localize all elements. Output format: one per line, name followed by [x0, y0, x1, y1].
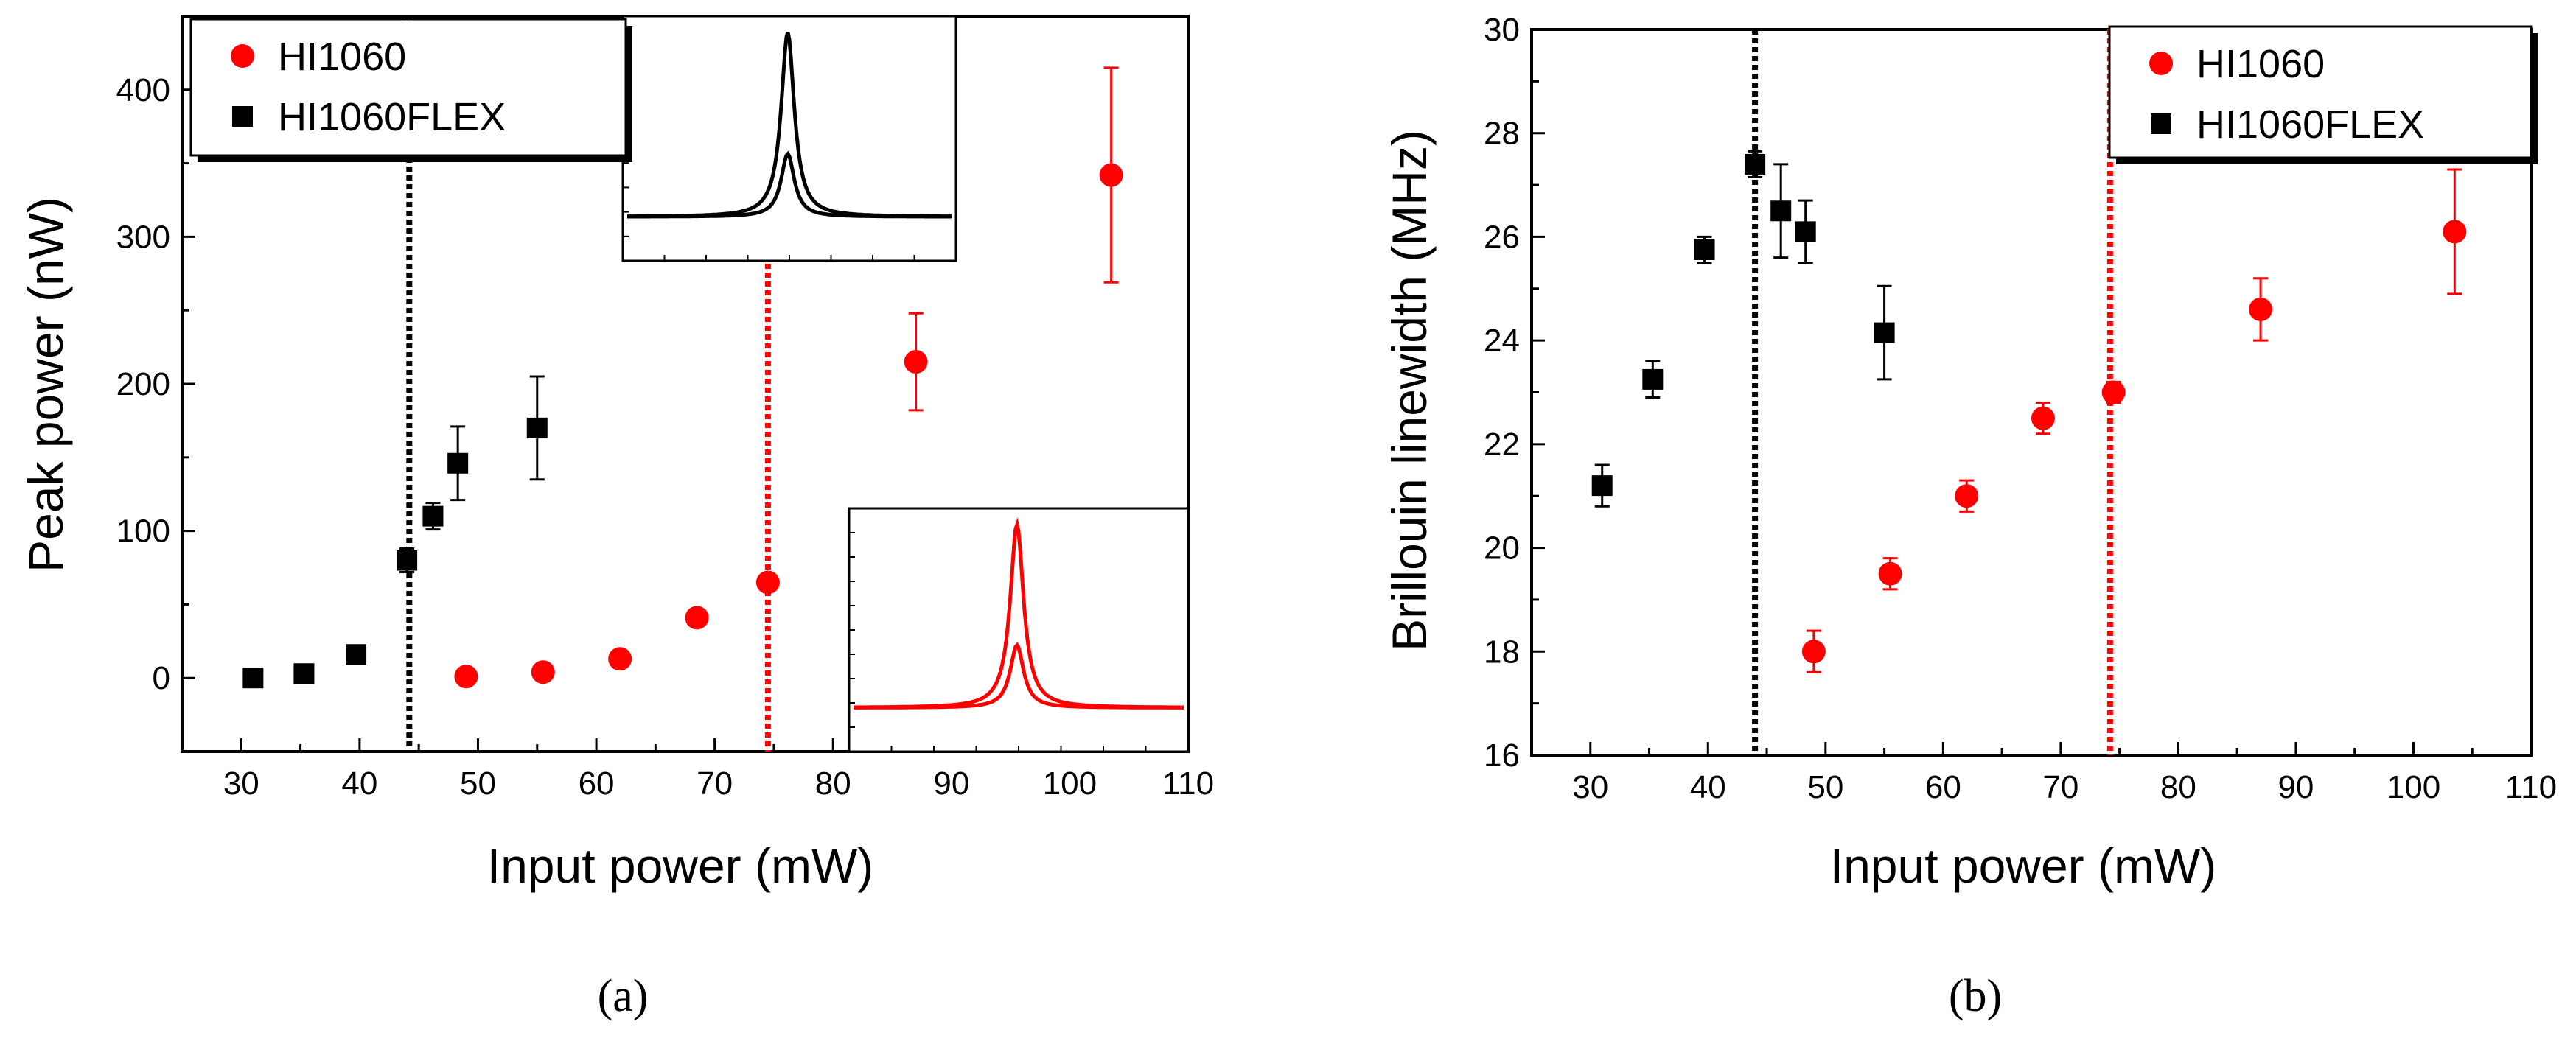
panel-a-y-axis-title: Peak power (nW): [18, 197, 73, 572]
panel-a-x-tick-label: 70: [697, 766, 733, 802]
panel-b-point-hi1060: [2031, 406, 2055, 430]
panel-b-point-hi1060: [1801, 640, 1826, 664]
inset-spectrum-trace: [627, 150, 952, 219]
panel-a-y-tick-label: 400: [116, 72, 170, 108]
panel-b-point-hi1060: [2101, 380, 2126, 404]
panel-a-legend-marker-circle: [231, 44, 254, 68]
panel-a-legend-marker-square: [232, 106, 253, 127]
panel-a-y-tick-label: 100: [116, 514, 170, 550]
panel-a-label: (a): [598, 971, 649, 1021]
panel-a-x-tick-label: 30: [223, 766, 259, 802]
panel-b-x-tick-label: 60: [1925, 769, 1961, 805]
panel-a-point-hi1060flex: [526, 417, 548, 438]
panel-b-y-axis-title: Brillouin linewidth (MHz): [1382, 130, 1437, 651]
panel-a-x-tick-label: 40: [341, 766, 377, 802]
panel-a-x-tick-label: 100: [1043, 766, 1097, 802]
inset-spectrum-trace: [854, 642, 1184, 710]
panel-a-point-hi1060flex: [346, 644, 367, 665]
panel-b-point-hi1060flex: [1770, 200, 1792, 222]
panel-b-x-tick-label: 50: [1807, 769, 1843, 805]
panel-b-point-hi1060flex: [1874, 322, 1895, 343]
panel-a-point-hi1060: [755, 570, 780, 595]
panel-b-point-hi1060: [2249, 297, 2273, 321]
panel-a-legend-label: HI1060: [278, 35, 406, 79]
panel-a-y-tick-label: 300: [116, 219, 170, 255]
panel-b-point-hi1060: [2443, 220, 2467, 244]
panel-a-y-tick-label: 0: [153, 660, 170, 696]
panel-a-point-hi1060: [531, 660, 555, 684]
panel-b-y-tick-label: 24: [1484, 323, 1520, 359]
panel-b-x-tick-label: 110: [2505, 769, 2557, 805]
panel-b-y-tick-label: 30: [1484, 12, 1520, 48]
panel-a-x-tick-label: 60: [579, 766, 615, 802]
panel-a-x-tick-label: 110: [1162, 766, 1214, 802]
panel-a-point-hi1060: [454, 665, 478, 689]
panel-b-legend-box: [2108, 25, 2533, 159]
panel-b-x-axis-title: Input power (mW): [1830, 838, 2216, 893]
panel-a-x-axis-title: Input power (mW): [487, 838, 873, 893]
panel-a-point-hi1060flex: [242, 668, 264, 689]
panel-b-legend-label: HI1060: [2196, 42, 2325, 86]
panel-b-y-tick-label: 18: [1484, 634, 1520, 670]
panel-b-y-tick-label: 22: [1484, 427, 1520, 463]
panel-a-point-hi1060: [1099, 163, 1123, 187]
panel-b-point-hi1060: [1878, 561, 1902, 586]
panel-a-point-hi1060: [685, 606, 709, 630]
panel-b-legend-marker-circle: [2149, 52, 2173, 75]
panel-b-x-tick-label: 70: [2042, 769, 2078, 805]
panel-b-y-tick-label: 20: [1484, 530, 1520, 567]
panel-b-x-tick-label: 40: [1690, 769, 1726, 805]
panel-b-y-tick-label: 16: [1484, 738, 1520, 774]
panel-b-point-hi1060flex: [1795, 221, 1816, 242]
panel-a-point-hi1060: [608, 647, 632, 671]
panel-b-point-hi1060flex: [1642, 368, 1664, 390]
panel-a-x-tick-label: 50: [460, 766, 496, 802]
panel-a-legend-box: [189, 18, 627, 157]
panel-a-point-hi1060flex: [422, 505, 444, 527]
panel-b-x-tick-label: 30: [1572, 769, 1608, 805]
panel-b-x-tick-label: 80: [2160, 769, 2196, 805]
panel-a-point-hi1060flex: [293, 663, 315, 684]
inset-spectrum-top-center: [621, 15, 957, 262]
panel-b-brillouin-linewidth: 30 40 50 60 70 80 90 100 110 16 18 20 22 24 26 28 30 HI1…: [1382, 12, 2557, 1021]
panel-a-point-hi1060: [904, 350, 928, 374]
panel-a-point-hi1060flex: [397, 550, 418, 571]
panel-a-peak-power: 30 40 50 60 70 80 90 100 110 0 100 200 300 400 HI1060…: [18, 15, 1214, 1021]
panel-b-legend: HI1060 HI1060FLEX: [2108, 25, 2538, 164]
panel-b-y-tick-label: 26: [1484, 219, 1520, 255]
panel-a-x-tick-label: 90: [933, 766, 969, 802]
panel-a-x-tick-label: 80: [815, 766, 851, 802]
panel-b-point-hi1060flex: [1694, 239, 1715, 261]
panel-b-plot-content: 30 40 50 60 70 80 90 100 110 16 18 20 22 24 26 28 30: [1484, 12, 2557, 805]
panel-b-label: (b): [1949, 971, 2002, 1021]
panel-b-x-tick-label: 100: [2387, 769, 2440, 805]
panel-b-point-hi1060flex: [1745, 153, 1766, 175]
panel-a-point-hi1060flex: [447, 452, 469, 474]
panel-b-point-hi1060: [1955, 484, 1979, 508]
panel-b-point-hi1060flex: [1591, 475, 1613, 497]
panel-a-legend-label: HI1060FLEX: [278, 95, 506, 139]
panel-a-y-tick-label: 200: [116, 366, 170, 402]
inset-spectrum-bottom-right: [848, 507, 1190, 753]
panel-b-legend-label: HI1060FLEX: [2196, 102, 2424, 147]
panel-a-insets: [621, 15, 1190, 753]
panel-b-legend-marker-square: [2151, 113, 2171, 134]
panel-b-y-tick-label: 28: [1484, 116, 1520, 152]
panel-a-legend: HI1060 HI1060FLEX: [189, 18, 632, 162]
panel-b-x-tick-label: 90: [2277, 769, 2314, 805]
panel-a-plot-content: 30 40 50 60 70 80 90 100 110 0 100 200 300 400: [116, 15, 1214, 802]
